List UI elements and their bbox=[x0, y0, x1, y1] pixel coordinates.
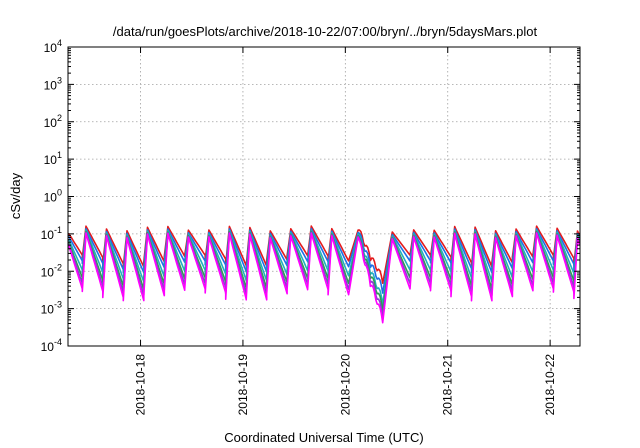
y-tick-label: 100 bbox=[44, 188, 62, 205]
series-line-blue bbox=[68, 227, 580, 294]
grid-layer bbox=[68, 47, 580, 346]
series-layer bbox=[68, 225, 580, 324]
x-tick-label: 2018-10-22 bbox=[543, 354, 557, 416]
x-axis-label: Coordinated Universal Time (UTC) bbox=[224, 430, 423, 445]
y-axis-label: cSv/day bbox=[8, 172, 23, 219]
x-tick-label: 2018-10-18 bbox=[134, 354, 148, 416]
y-tick-label: 10-1 bbox=[41, 225, 62, 242]
x-tick-label: 2018-10-20 bbox=[338, 354, 352, 416]
tick-layer: 10-4 10-3 10-2 10-1 100 101 102 103 104 2018-10-1… bbox=[41, 38, 580, 415]
x-tick-label: 2018-10-21 bbox=[441, 354, 455, 416]
y-tick-label: 102 bbox=[44, 113, 62, 130]
series-line-red bbox=[68, 225, 580, 284]
chart-title: /data/run/goesPlots/archive/2018-10-22/0… bbox=[113, 24, 538, 39]
y-tick-label: 10-4 bbox=[41, 337, 62, 354]
y-tick-label: 104 bbox=[44, 38, 62, 55]
y-tick-label: 103 bbox=[44, 75, 62, 92]
y-tick-label: 101 bbox=[44, 150, 62, 167]
series-line-magenta bbox=[68, 232, 580, 324]
x-tick-label: 2018-10-19 bbox=[236, 354, 250, 416]
y-tick-label: 10-2 bbox=[41, 262, 62, 279]
y-tick-label: 10-3 bbox=[41, 300, 62, 317]
